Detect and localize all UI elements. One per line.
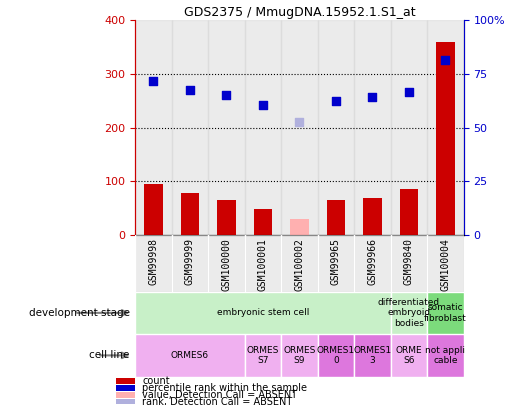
Bar — [208, 235, 245, 292]
Bar — [135, 235, 172, 292]
Bar — [354, 20, 391, 235]
Bar — [317, 235, 354, 292]
Bar — [181, 193, 199, 235]
Bar — [391, 235, 427, 292]
Bar — [281, 20, 317, 235]
Point — [368, 94, 377, 100]
Text: ORMES1
3: ORMES1 3 — [354, 346, 392, 365]
Bar — [116, 392, 135, 398]
Text: GSM99840: GSM99840 — [404, 238, 414, 285]
Text: ORMES1
0: ORMES1 0 — [317, 346, 355, 365]
Bar — [281, 334, 317, 377]
Text: embryonic stem cell: embryonic stem cell — [217, 308, 309, 318]
Bar — [391, 334, 427, 377]
Bar — [254, 209, 272, 235]
Text: ORME
S6: ORME S6 — [396, 346, 422, 365]
Point — [149, 78, 157, 84]
Text: ORMES6: ORMES6 — [171, 351, 209, 360]
Bar — [427, 235, 464, 292]
Point — [222, 92, 231, 99]
Text: cell line: cell line — [90, 350, 130, 360]
Bar — [436, 42, 455, 235]
Text: GSM99998: GSM99998 — [148, 238, 158, 285]
Point — [441, 57, 450, 64]
Point — [259, 102, 267, 108]
Text: GSM100002: GSM100002 — [295, 238, 304, 291]
Bar — [172, 235, 208, 292]
Bar — [135, 334, 245, 377]
Text: GSM100004: GSM100004 — [440, 238, 450, 291]
Bar — [217, 200, 235, 235]
Bar — [391, 20, 427, 235]
Bar — [135, 20, 172, 235]
Bar — [354, 334, 391, 377]
Bar — [427, 292, 464, 334]
Bar — [135, 292, 391, 334]
Text: count: count — [142, 376, 170, 386]
Text: GSM99966: GSM99966 — [367, 238, 377, 285]
Text: ORMES
S7: ORMES S7 — [247, 346, 279, 365]
Text: GSM100001: GSM100001 — [258, 238, 268, 291]
Bar — [317, 334, 354, 377]
Bar — [327, 200, 345, 235]
Bar — [144, 184, 163, 235]
Point — [295, 119, 304, 126]
Text: differentiated
embryoid
bodies: differentiated embryoid bodies — [378, 298, 440, 328]
Bar — [354, 235, 391, 292]
Text: development stage: development stage — [29, 308, 130, 318]
Bar — [245, 20, 281, 235]
Bar — [317, 20, 354, 235]
Bar — [400, 189, 418, 235]
Bar — [364, 198, 382, 235]
Bar — [116, 378, 135, 384]
Bar — [427, 20, 464, 235]
Text: value, Detection Call = ABSENT: value, Detection Call = ABSENT — [142, 390, 297, 400]
Text: GSM99965: GSM99965 — [331, 238, 341, 285]
Text: ORMES
S9: ORMES S9 — [283, 346, 316, 365]
Text: somatic
fibroblast: somatic fibroblast — [424, 303, 467, 322]
Point — [186, 87, 194, 93]
Text: GSM100000: GSM100000 — [222, 238, 232, 291]
Bar — [281, 235, 317, 292]
Text: not appli
cable: not appli cable — [426, 346, 465, 365]
Title: GDS2375 / MmugDNA.15952.1.S1_at: GDS2375 / MmugDNA.15952.1.S1_at — [183, 6, 416, 19]
Text: GSM99999: GSM99999 — [185, 238, 195, 285]
Bar — [116, 399, 135, 405]
Bar — [245, 235, 281, 292]
Bar — [391, 292, 427, 334]
Text: rank, Detection Call = ABSENT: rank, Detection Call = ABSENT — [142, 396, 292, 405]
Bar — [290, 219, 308, 235]
Bar — [116, 385, 135, 391]
Bar — [427, 334, 464, 377]
Bar — [172, 20, 208, 235]
Point — [332, 98, 340, 104]
Point — [405, 88, 413, 95]
Bar — [245, 334, 281, 377]
Bar — [208, 20, 245, 235]
Text: percentile rank within the sample: percentile rank within the sample — [142, 383, 307, 393]
